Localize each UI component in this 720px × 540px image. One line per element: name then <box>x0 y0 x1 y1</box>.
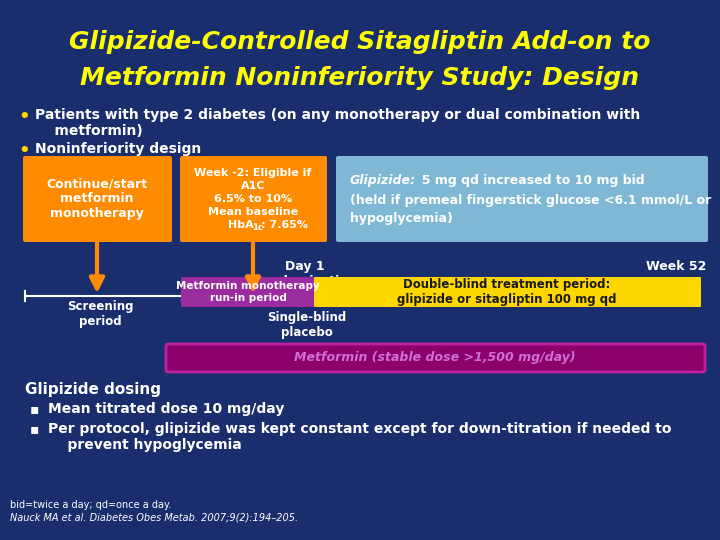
Text: Single-blind
placebo: Single-blind placebo <box>267 311 346 339</box>
FancyBboxPatch shape <box>23 156 172 242</box>
Text: 1c: 1c <box>252 223 263 232</box>
FancyBboxPatch shape <box>181 277 316 307</box>
Text: Double-blind treatment period:
glipizide or sitagliptin 100 mg qd: Double-blind treatment period: glipizide… <box>397 278 617 306</box>
Text: •: • <box>18 108 30 126</box>
Text: A1C: A1C <box>240 181 265 191</box>
Text: 5 mg qd increased to 10 mg bid: 5 mg qd increased to 10 mg bid <box>413 174 644 187</box>
Text: (held if premeal fingerstick glucose <6.1 mmol/L or: (held if premeal fingerstick glucose <6.… <box>350 194 711 207</box>
Text: hypoglycemia): hypoglycemia) <box>350 212 453 225</box>
Text: Metformin Noninferiority Study: Design: Metformin Noninferiority Study: Design <box>81 66 639 90</box>
FancyBboxPatch shape <box>180 156 327 242</box>
Text: 6.5% to 10%: 6.5% to 10% <box>214 194 292 204</box>
Text: : 7.65%: : 7.65% <box>261 220 308 230</box>
Text: Continue/start
metformin
monotherapy: Continue/start metformin monotherapy <box>46 178 148 220</box>
FancyBboxPatch shape <box>166 344 705 372</box>
Text: Glipizide:: Glipizide: <box>350 174 416 187</box>
FancyBboxPatch shape <box>314 277 701 307</box>
Text: •: • <box>18 142 30 160</box>
Text: Mean baseline: Mean baseline <box>208 207 298 217</box>
Text: Week -2: Eligible if: Week -2: Eligible if <box>194 168 312 178</box>
Text: Mean titrated dose 10 mg/day: Mean titrated dose 10 mg/day <box>48 402 284 416</box>
Text: HbA: HbA <box>228 220 253 230</box>
Text: Screening
period: Screening period <box>67 300 133 328</box>
Text: Day 1
Randomization: Day 1 Randomization <box>253 260 357 288</box>
Text: Metformin (stable dose >1,500 mg/day): Metformin (stable dose >1,500 mg/day) <box>294 352 576 365</box>
FancyBboxPatch shape <box>336 156 708 242</box>
Text: ▪: ▪ <box>30 422 40 436</box>
Text: Per protocol, glipizide was kept constant except for down-titration if needed to: Per protocol, glipizide was kept constan… <box>48 422 672 452</box>
Text: Metformin monotherapy
run-in period: Metformin monotherapy run-in period <box>176 281 320 303</box>
Text: Glipizide-Controlled Sitagliptin Add-on to: Glipizide-Controlled Sitagliptin Add-on … <box>69 30 651 54</box>
Text: bid=twice a day; qd=once a day.: bid=twice a day; qd=once a day. <box>10 500 171 510</box>
Text: Noninferiority design: Noninferiority design <box>35 142 202 156</box>
Text: Nauck MA et al. Diabetes Obes Metab. 2007;9(2):194–205.: Nauck MA et al. Diabetes Obes Metab. 200… <box>10 512 298 522</box>
Text: Patients with type 2 diabetes (on any monotherapy or dual combination with
    m: Patients with type 2 diabetes (on any mo… <box>35 108 640 138</box>
Text: ▪: ▪ <box>30 402 40 416</box>
Text: Week 52: Week 52 <box>646 260 706 273</box>
Text: Glipizide dosing: Glipizide dosing <box>25 382 161 397</box>
